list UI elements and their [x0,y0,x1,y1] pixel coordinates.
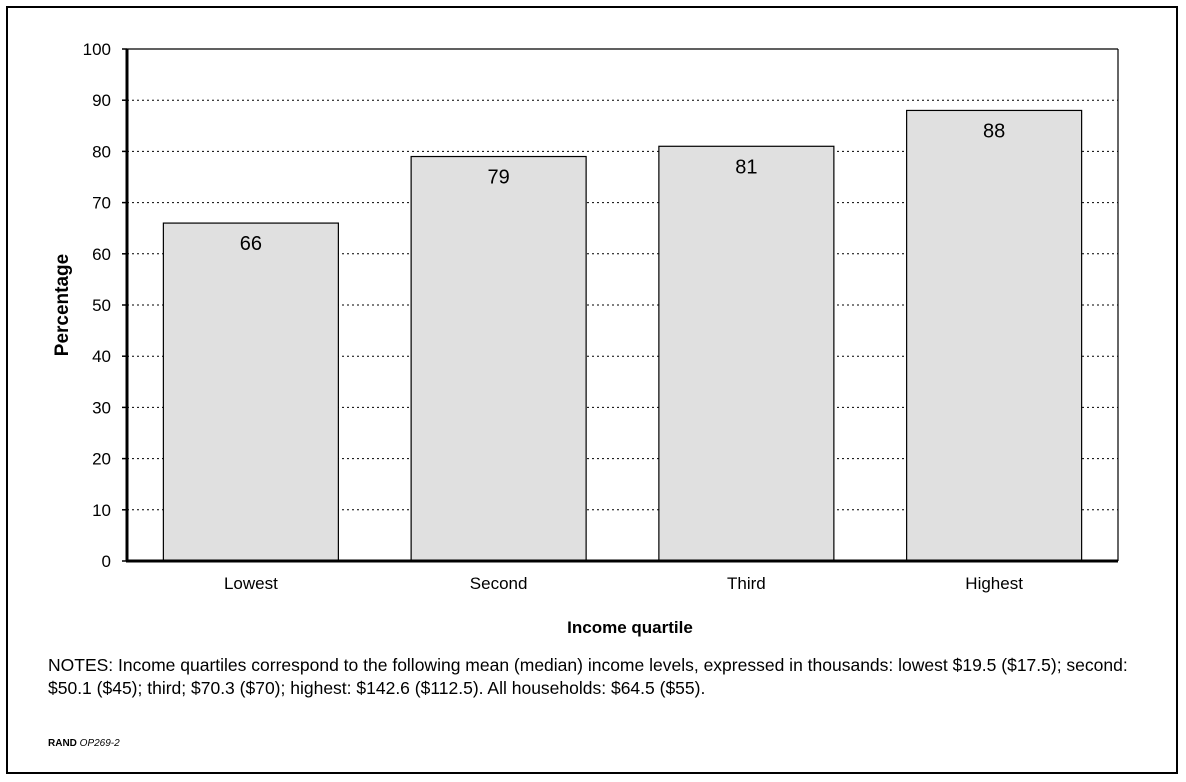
bar-value-label: 66 [240,233,262,255]
y-tick-label: 60 [92,245,111,264]
y-tick-label: 20 [92,450,111,469]
x-tick-label: Highest [965,574,1023,593]
x-axis-title: Income quartile [567,618,693,637]
source-credit: RAND OP269-2 [48,738,120,749]
y-tick-label: 0 [102,552,111,571]
y-axis-title: Percentage [52,254,73,356]
x-tick-label: Second [470,574,528,593]
bar-value-label: 81 [735,156,757,178]
y-tick-label: 40 [92,347,111,366]
y-tick-label: 100 [83,40,111,59]
bar-value-label: 88 [983,120,1005,142]
bar-value-label: 79 [488,167,510,189]
y-tick-label: 70 [92,194,111,213]
source-id: OP269-2 [79,738,120,749]
y-tick-label: 50 [92,296,111,315]
bar [658,145,835,562]
y-tick-label: 10 [92,501,111,520]
bar [906,109,1083,562]
x-tick-labels: Lowest Second Third Highest [224,574,1023,593]
figure-frame [6,6,1178,774]
source-org: RAND [48,738,77,749]
bar-chart: 0 10 20 30 40 50 60 70 80 90 100 66 79 81 88 Lowest Se… [52,40,1119,637]
y-tick-label: 80 [92,142,111,161]
x-tick-label: Lowest [224,574,278,593]
y-tick-label: 90 [92,91,111,110]
y-tick-label: 30 [92,398,111,417]
bar [410,155,587,562]
bar [162,222,339,562]
bars: 66 79 81 88 [162,109,1083,562]
chart-notes: NOTES: Income quartiles correspond to th… [48,655,1128,698]
y-tick-labels: 0 10 20 30 40 50 60 70 80 90 100 [83,40,111,571]
x-tick-label: Third [727,574,766,593]
